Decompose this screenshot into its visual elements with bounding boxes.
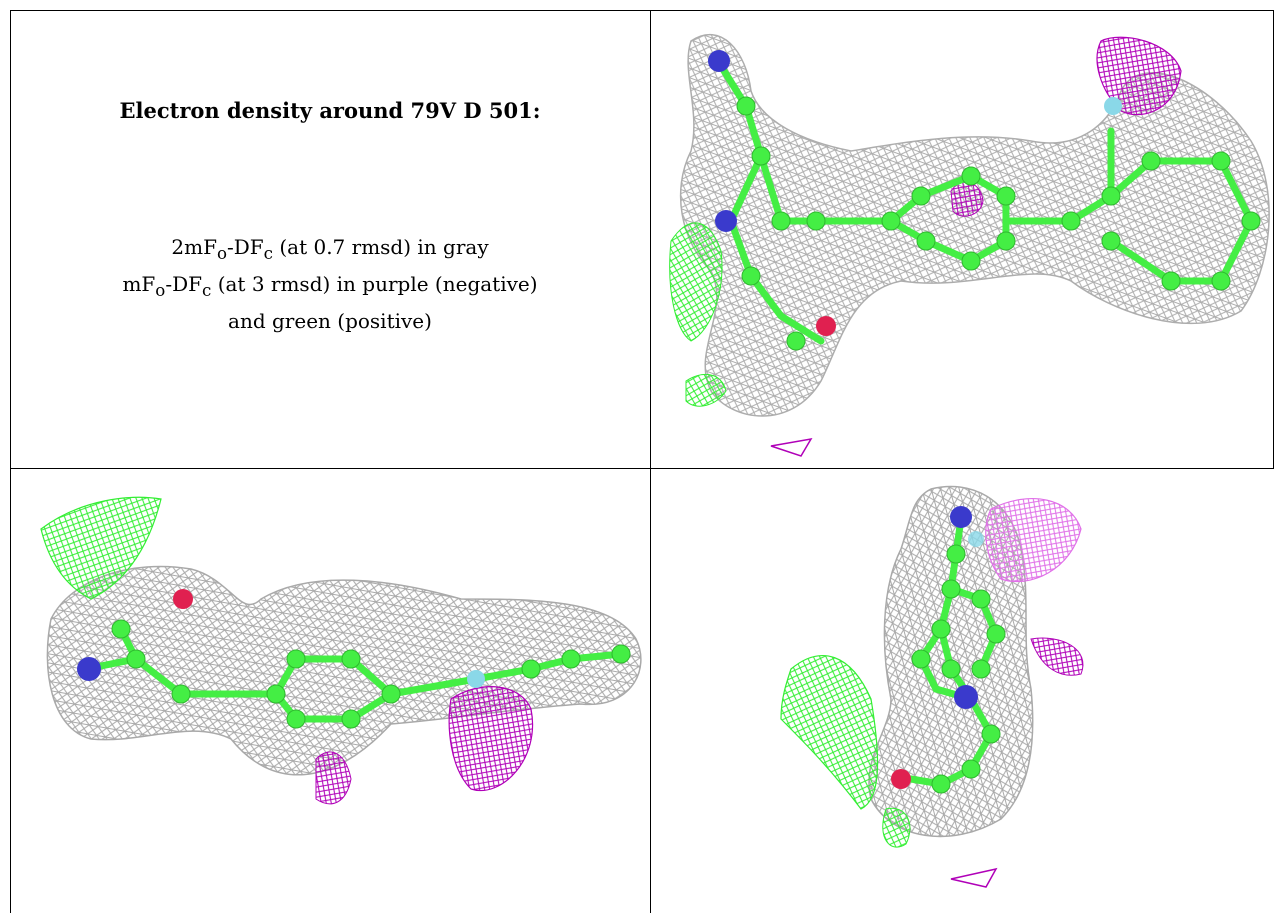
molecule-bonds <box>907 515 1000 788</box>
description-line-3: and green (positive) <box>228 309 432 333</box>
green-mesh-small <box>882 807 911 848</box>
green-mesh-positive <box>669 222 723 342</box>
fluorine-atom <box>968 531 984 547</box>
density-image-top-right <box>669 34 1270 457</box>
light-purple-mesh-top <box>985 498 1082 583</box>
density-panel-top-right <box>651 11 1273 468</box>
gray-mesh-envelope <box>679 34 1270 417</box>
density-panel-bottom-left <box>11 469 650 913</box>
purple-mesh-right <box>1030 637 1084 676</box>
carbon-atoms <box>111 619 631 729</box>
purple-mesh-bottom <box>770 437 813 457</box>
fluorine-atom <box>467 670 485 688</box>
nitrogen-atom-top <box>708 50 730 72</box>
description-line-2: mFo-DFc (at 3 rmsd) in purple (negative) <box>10 269 650 306</box>
table-center-border <box>650 10 651 913</box>
table-top-border <box>10 10 1274 11</box>
table-right-border <box>1273 10 1274 468</box>
table-middle-border <box>10 468 1274 469</box>
purple-mesh-lower <box>315 751 352 805</box>
figure-table: Electron density around 79V D 501: 2mFo-… <box>10 10 1274 913</box>
line1-suffix: (at 0.7 rmsd) in gray <box>273 235 489 259</box>
caption-cell: Electron density around 79V D 501: 2mFo-… <box>10 10 650 468</box>
line2-mid: -DF <box>165 272 202 296</box>
line2-sub-o: o <box>155 281 166 300</box>
line2-prefix: mF <box>122 272 156 296</box>
nitrogen-atom-center <box>954 685 978 709</box>
line2-suffix: (at 3 rmsd) in purple (negative) <box>211 272 538 296</box>
nitrogen-atom-top <box>950 506 972 528</box>
oxygen-atom <box>816 316 836 336</box>
purple-mesh-right <box>448 686 534 792</box>
nitrogen-atom-left <box>715 210 737 232</box>
oxygen-atom <box>173 589 193 609</box>
carbon-atoms <box>911 544 1006 794</box>
carbon-atoms <box>736 96 1261 351</box>
line1-sub-o: o <box>216 244 227 263</box>
oxygen-atom <box>891 769 911 789</box>
gray-mesh-envelope <box>46 565 642 776</box>
fluorine-atom <box>1104 97 1122 115</box>
green-mesh-top-left <box>40 496 162 600</box>
description-line-1: 2mFo-DFc (at 0.7 rmsd) in gray <box>10 232 650 269</box>
purple-mesh-bottom <box>950 867 998 888</box>
density-image-bottom-left <box>40 496 642 805</box>
purple-mesh-top <box>1096 36 1182 116</box>
density-image-bottom-right <box>780 485 1084 888</box>
line1-prefix: 2mF <box>171 235 217 259</box>
figure-description: 2mFo-DFc (at 0.7 rmsd) in gray mFo-DFc (… <box>10 232 650 336</box>
green-mesh-left <box>780 655 879 810</box>
figure-title: Electron density around 79V D 501: <box>119 98 541 123</box>
line1-mid: -DF <box>226 235 264 259</box>
line2-sub-c: c <box>202 281 212 300</box>
line1-sub-c: c <box>263 244 273 263</box>
nitrogen-atom <box>77 657 101 681</box>
green-mesh-small <box>685 373 727 407</box>
density-panel-bottom-right <box>651 469 1273 913</box>
table-left-border <box>10 10 11 913</box>
